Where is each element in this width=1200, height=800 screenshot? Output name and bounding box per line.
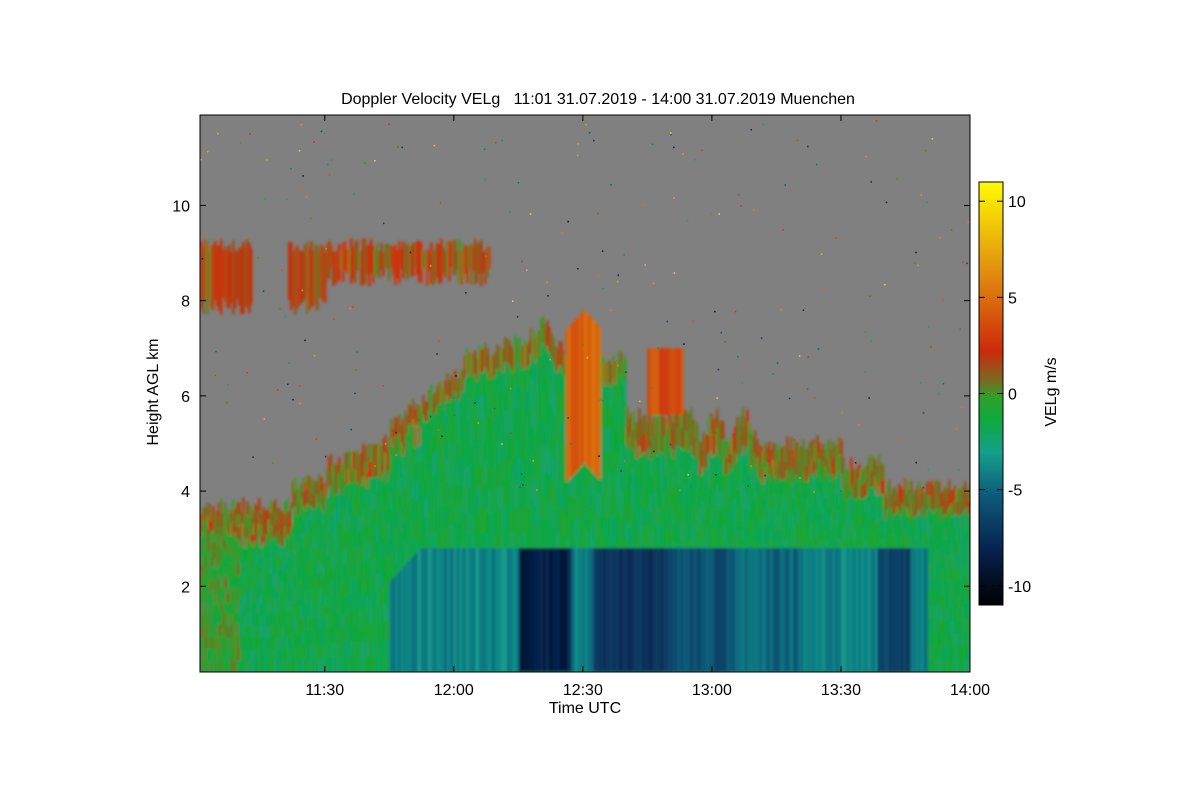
x-tick-label: 11:30 [305, 682, 344, 699]
y-tick-label: 10 [172, 198, 190, 215]
x-tick-label: 12:30 [563, 682, 603, 699]
y-tick-label: 4 [181, 484, 190, 501]
y-tick-label: 6 [181, 389, 190, 406]
colorbar: 10 5 0 -5 -10 VELg m/s [978, 181, 1060, 606]
colorbar-label: VELg m/s [1043, 357, 1060, 426]
chart-title: Doppler Velocity VELg 11:01 31.07.2019 -… [341, 91, 855, 108]
x-tick-label: 12:00 [434, 682, 474, 699]
y-axis: 2 4 6 8 10 [172, 198, 970, 596]
colorbar-ticks: 10 5 0 -5 -10 [979, 194, 1031, 596]
colorbar-tick-label: 10 [1008, 194, 1026, 211]
colorbar-tick-label: 0 [1008, 387, 1017, 404]
colorbar-tick-label: -10 [1008, 579, 1031, 596]
x-tick-label: 13:30 [821, 682, 861, 699]
plot-frame [199, 114, 971, 673]
velocity-field [200, 120, 970, 672]
x-axis: 11:30 12:00 12:30 13:00 13:30 14:00 [305, 115, 990, 699]
y-axis-label: Height AGL km [145, 338, 162, 445]
colorbar-tick-label: 5 [1008, 290, 1017, 307]
x-tick-label: 14:00 [950, 682, 990, 699]
y-tick-label: 8 [181, 294, 190, 311]
x-tick-label: 13:00 [692, 682, 732, 699]
plot-area [199, 114, 971, 673]
y-tick-label: 2 [181, 579, 190, 596]
colorbar-tick-label: -5 [1008, 483, 1022, 500]
x-axis-label: Time UTC [549, 700, 621, 717]
